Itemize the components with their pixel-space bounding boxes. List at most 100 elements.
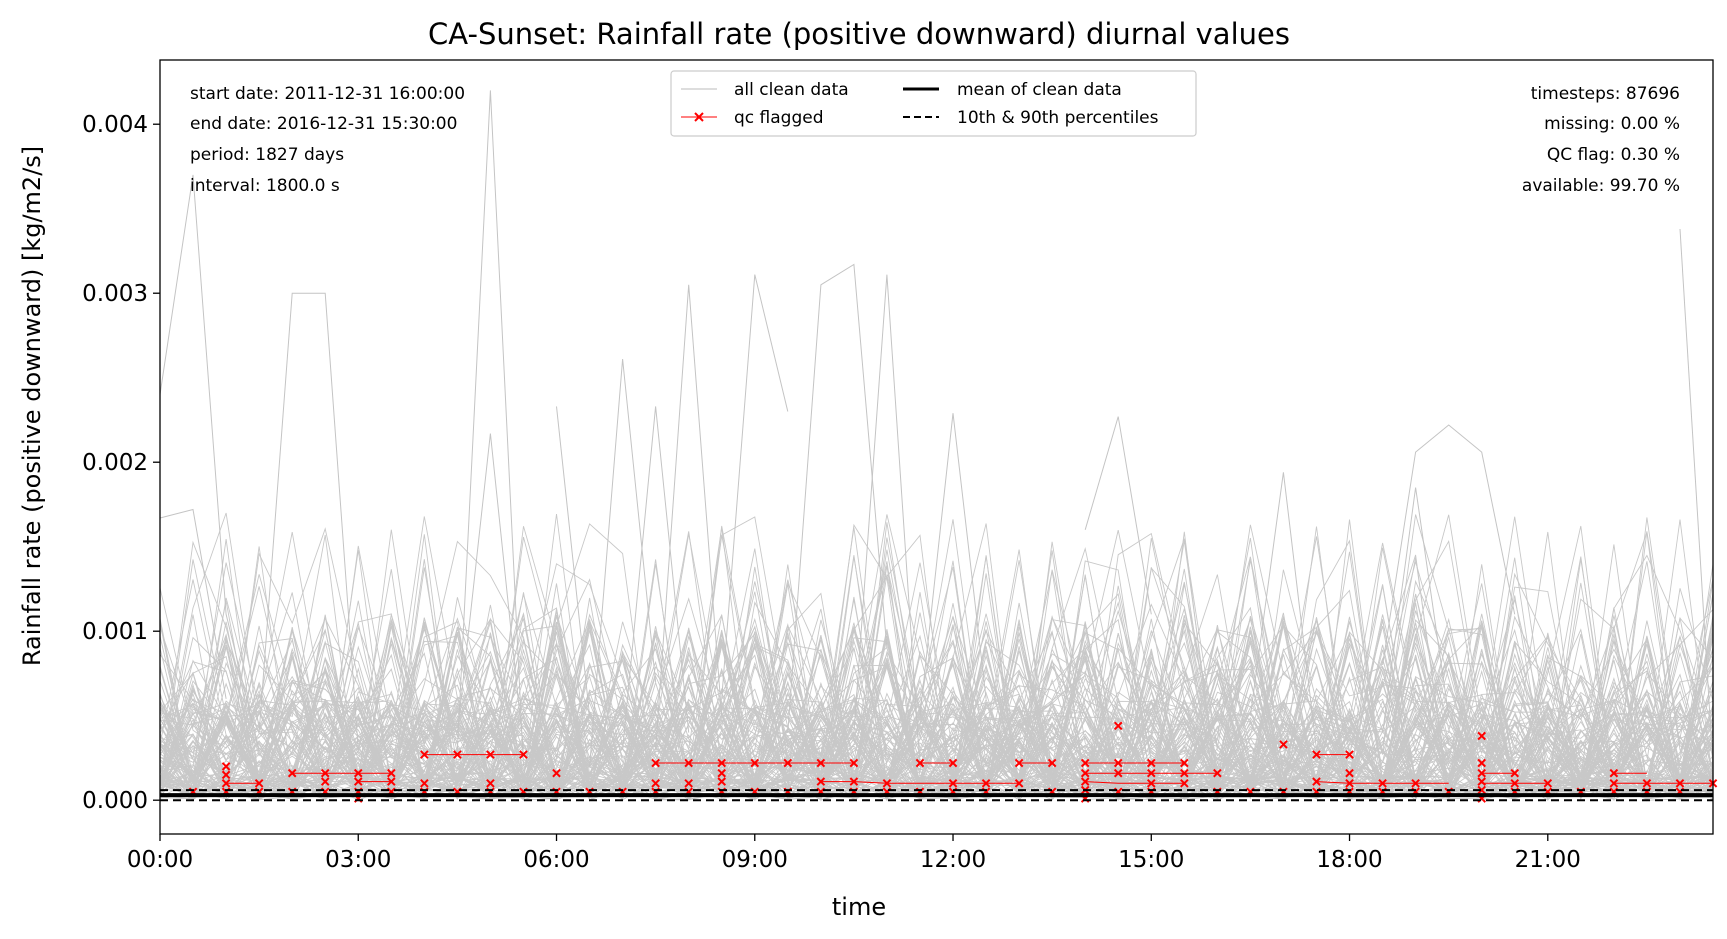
plot-frame	[159, 59, 1714, 835]
qc-flagged-point	[948, 758, 958, 768]
clean-data-peak-line	[456, 90, 524, 767]
qc-flagged-point	[1113, 721, 1123, 731]
qc-flagged-point	[1047, 758, 1057, 768]
legend-label-qc: qc flagged	[734, 108, 824, 128]
legend-swatch-qc-marker	[694, 112, 704, 122]
clean-data-peak-line	[258, 292, 359, 750]
qc-flagged-point	[915, 758, 925, 768]
qc-flagged-point	[1113, 758, 1123, 768]
clean-data-line	[159, 601, 1714, 796]
qc-flagged-point	[1080, 777, 1090, 786]
legend: all clean data qc flagged mean of clean …	[670, 70, 1197, 137]
x-tick-label: 00:00	[127, 847, 193, 873]
qc-flagged-point	[1477, 768, 1487, 778]
qc-flagged-point	[1345, 750, 1354, 759]
x-axis-label: time	[832, 893, 886, 921]
y-tick-label: 0.003	[82, 281, 148, 307]
y-tick-label: 0.002	[82, 450, 148, 476]
qc-flagged-point	[684, 758, 693, 768]
x-tick-label: 03:00	[325, 847, 391, 873]
qc-flagged-point	[1113, 768, 1123, 778]
clean-data-peak-line	[1382, 424, 1516, 666]
qc-flagged-point	[783, 758, 793, 768]
clean-data-line	[159, 539, 1714, 799]
clean-data-peak-line	[919, 413, 987, 716]
qc-flagged-point	[486, 750, 495, 759]
info-missing: missing: 0.00 %	[1544, 114, 1680, 134]
qc-flagged-point	[1510, 768, 1520, 778]
qc-flagged-point	[1510, 778, 1520, 788]
x-tick-label: 06:00	[523, 847, 589, 873]
info-interval: interval: 1800.0 s	[190, 176, 340, 196]
qc-flagged-point	[320, 768, 330, 778]
chart-title: CA-Sunset: Rainfall rate (positive downw…	[428, 17, 1290, 51]
qc-flagged-point	[651, 758, 660, 768]
qc-flagged-point	[453, 750, 462, 759]
qc-flagged-point	[816, 758, 826, 768]
qc-flagged-point	[1477, 785, 1487, 795]
clean-data-line	[159, 525, 1714, 801]
qc-flagged-point	[420, 778, 429, 788]
qc-flagged-point	[1146, 778, 1156, 788]
qc-flagged-point	[948, 778, 958, 788]
x-tick-label: 12:00	[920, 847, 986, 873]
qc-flagged-point	[1609, 768, 1619, 778]
clean-data-line	[159, 583, 1714, 800]
qc-flagged-line	[1085, 781, 1185, 784]
info-available: available: 99.70 %	[1522, 176, 1680, 196]
qc-flagged-point	[386, 768, 396, 778]
qc-flagged-point	[717, 777, 727, 786]
clean-data-line	[159, 526, 1714, 799]
clean-data-peak-line	[622, 406, 690, 750]
clean-data-peak-line	[1382, 487, 1450, 733]
qc-flagged-point	[386, 777, 396, 786]
qc-flagged-point	[1080, 758, 1090, 768]
clean-data-peak-line	[721, 274, 789, 699]
statistics-lines	[160, 789, 1713, 802]
qc-flagged-point	[1312, 777, 1321, 786]
qc-flagged-point	[1014, 778, 1024, 788]
clean-data-line	[159, 523, 1714, 799]
clean-data-line	[159, 527, 1714, 801]
clean-data-line	[159, 619, 1714, 801]
clean-data-line	[159, 547, 1714, 800]
x-tick-label: 15:00	[1118, 847, 1184, 873]
info-timesteps: timesteps: 87696	[1531, 84, 1680, 104]
qc-flagged-point	[1180, 768, 1189, 778]
clean-data-line	[159, 628, 1714, 800]
qc-flagged-point	[816, 777, 826, 786]
qc-flagged-point	[1213, 768, 1222, 778]
qc-flagged-point	[1180, 778, 1189, 788]
clean-data-peak-line	[1084, 416, 1152, 615]
clean-data-peak-lines	[159, 90, 1714, 767]
qc-flagged-point	[1146, 758, 1156, 768]
qc-flagged-point	[1180, 758, 1189, 768]
qc-flagged-point	[221, 778, 231, 788]
x-tick-label: 18:00	[1316, 847, 1382, 873]
qc-flagged-point	[717, 768, 727, 778]
legend-box	[670, 70, 1197, 137]
qc-flagged-point	[717, 758, 727, 768]
legend-label-clean: all clean data	[734, 80, 849, 100]
clean-data-line	[159, 558, 1714, 800]
clean-data-line	[159, 560, 1714, 800]
y-tick-label: 0.004	[82, 112, 148, 138]
qc-flagged-point	[1609, 778, 1619, 788]
clean-data-line	[159, 531, 1714, 802]
clean-data-line	[159, 562, 1714, 801]
clean-data-line	[159, 602, 1714, 801]
clean-data-line	[159, 609, 1714, 800]
clean-data-peak-line	[787, 263, 888, 733]
qc-flagged-point	[1477, 731, 1487, 741]
qc-flagged-point	[519, 750, 528, 759]
qc-flagged-point	[1312, 750, 1321, 759]
clean-data-lines	[159, 512, 1714, 802]
clean-data-line	[159, 513, 1714, 801]
clean-data-line	[159, 607, 1714, 801]
qc-flagged-point	[353, 768, 363, 778]
y-tick-label: 0.001	[82, 619, 148, 645]
qc-flagged-point	[1345, 768, 1354, 778]
qc-flagged-point	[651, 778, 660, 788]
y-tick-label: 0.000	[82, 788, 148, 814]
clean-data-peak-line	[655, 284, 723, 750]
